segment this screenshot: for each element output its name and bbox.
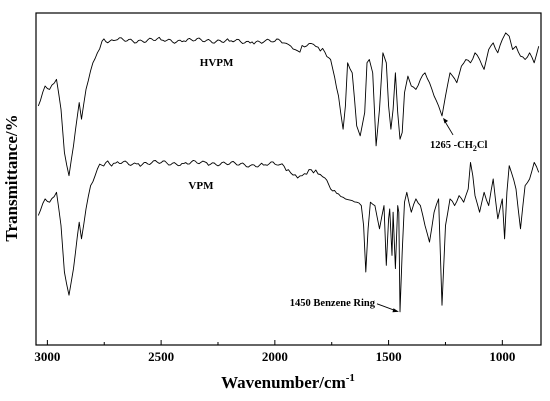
series-label-vpm: VPM xyxy=(188,180,214,192)
annotation-arrowhead-benzene xyxy=(392,308,399,313)
x-axis-ticks: 3000 2500 2000 1500 1000 xyxy=(34,340,515,364)
x-tick-label: 3000 xyxy=(34,349,60,364)
annotation-arrow-benzene xyxy=(376,303,397,312)
series-label-hvpm: HVPM xyxy=(200,57,234,69)
series-layer xyxy=(37,32,540,313)
annotation-arrowhead-ch2cl xyxy=(443,117,449,124)
series-line-vpm xyxy=(37,159,540,313)
plot-frame xyxy=(35,12,542,346)
x-tick-label: 1000 xyxy=(489,349,515,364)
x-tick-label: 1500 xyxy=(376,349,402,364)
y-axis-title: Transmittance/% xyxy=(2,114,21,241)
series-line-hvpm xyxy=(37,32,540,177)
x-axis-title: Wavenumber/cm-1 xyxy=(221,372,355,392)
x-tick-label: 2500 xyxy=(148,349,174,364)
series-labels: HVPM VPM xyxy=(188,57,234,192)
annotation-benzene: 1450 Benzene Ring xyxy=(290,298,376,309)
x-tick-label: 2000 xyxy=(262,349,288,364)
annotations: 1265 -CH2Cl 1450 Benzene Ring xyxy=(290,117,488,313)
annotation-ch2cl: 1265 -CH2Cl xyxy=(430,140,487,153)
